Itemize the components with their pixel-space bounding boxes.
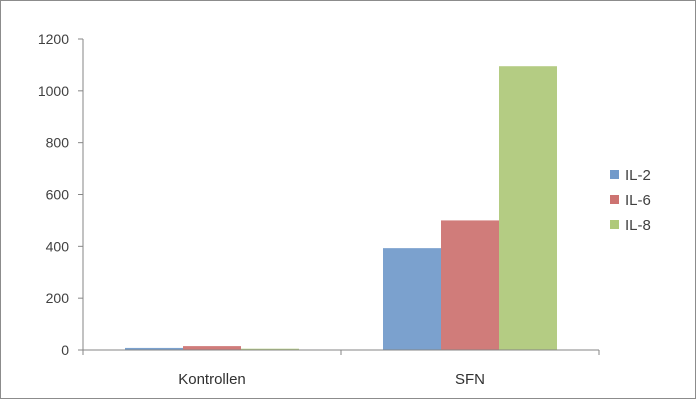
legend-swatch-il-2 — [610, 170, 619, 179]
legend-label: IL-2 — [625, 167, 651, 184]
x-category-label: Kontrollen — [178, 371, 246, 388]
legend-label: IL-6 — [625, 192, 651, 209]
y-tick-label: 0 — [61, 342, 69, 358]
y-tick-label: 1000 — [38, 83, 69, 99]
bars — [125, 66, 557, 351]
y-tick-label: 600 — [46, 187, 70, 203]
legend: IL-2 IL-6 IL-8 — [610, 167, 651, 234]
legend-label: IL-8 — [625, 217, 651, 234]
bar-il-8-kontrollen — [241, 348, 299, 350]
y-tick-label: 200 — [46, 290, 70, 306]
legend-swatch-il-8 — [610, 220, 619, 229]
bar-il-6-sfn — [441, 220, 499, 350]
y-tick-label: 1200 — [38, 31, 69, 47]
x-axis: Kontrollen SFN — [82, 349, 600, 388]
bar-il-2-kontrollen — [125, 347, 183, 350]
y-axis: 0 200 400 600 800 1000 1200 — [38, 31, 84, 358]
y-tick-label: 800 — [46, 135, 70, 151]
y-tick-label: 400 — [46, 238, 70, 254]
legend-swatch-il-6 — [610, 195, 619, 204]
bar-il-6-kontrollen — [183, 346, 241, 350]
bar-il-8-sfn — [499, 66, 557, 351]
x-category-label: SFN — [455, 371, 485, 388]
bar-il-2-sfn — [383, 248, 441, 350]
